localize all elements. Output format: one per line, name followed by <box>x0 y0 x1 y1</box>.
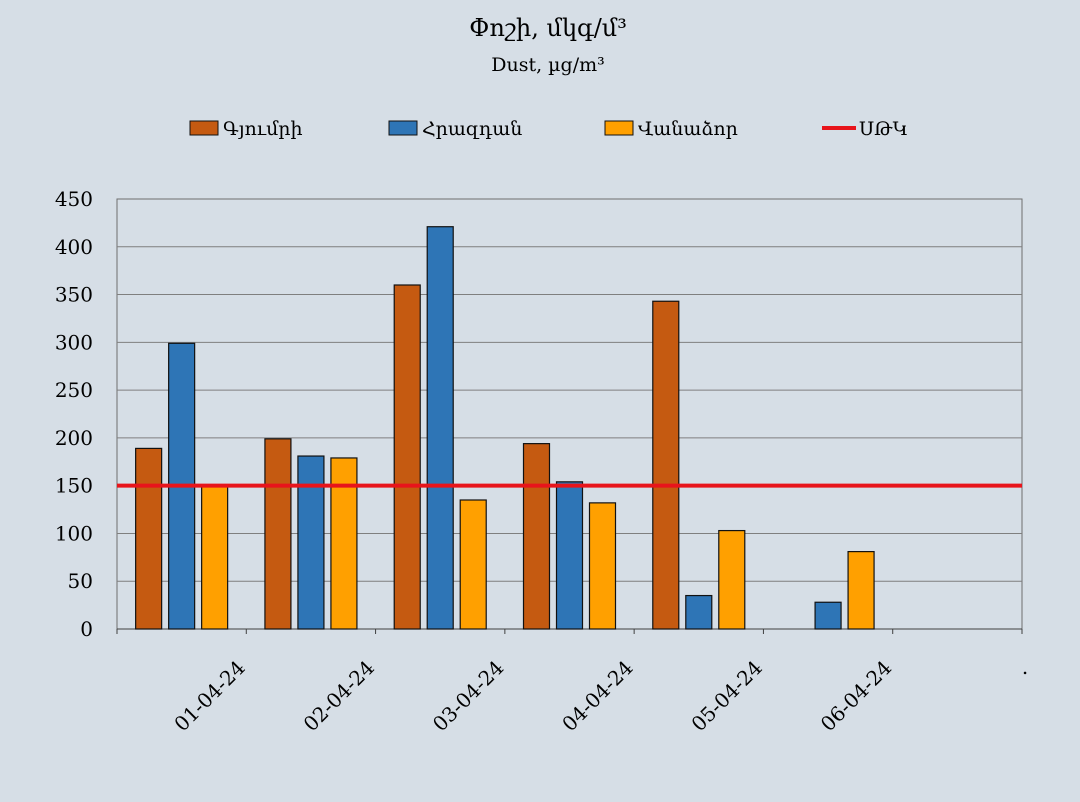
bar <box>393 284 421 630</box>
bar <box>685 594 713 630</box>
x-tick-label: 02-04-24 <box>299 656 380 737</box>
y-tick-label: 450 <box>55 187 93 211</box>
y-tick-label: 350 <box>55 283 93 307</box>
legend-swatch <box>388 120 418 136</box>
bar <box>718 529 746 630</box>
bar <box>297 455 325 630</box>
bar <box>555 481 584 630</box>
y-tick-label: 300 <box>55 330 93 354</box>
bar <box>264 438 292 630</box>
bar <box>847 550 875 630</box>
legend-label: Գյումրի <box>223 118 303 140</box>
bar <box>522 443 551 630</box>
bar <box>135 447 163 630</box>
bar <box>459 499 487 630</box>
chart-title: Փոշի, մկգ/մ³ <box>469 14 627 42</box>
x-tick-label: 04-04-24 <box>557 656 638 737</box>
y-tick-label: 100 <box>55 521 93 545</box>
x-tick-label: 06-04-24 <box>816 656 897 737</box>
y-tick-label: 200 <box>55 426 93 450</box>
legend-swatch <box>604 120 634 136</box>
plot-area: 0 50 100 150 200 250 300 350 400 450 01-04-24 02-04… <box>55 187 1028 736</box>
x-tick-label: . <box>1022 655 1028 679</box>
legend: Գյումրի Հրազդան Վանաձոր ՍԹԿ <box>189 118 908 140</box>
y-tick-label: 250 <box>55 378 93 402</box>
legend-label: ՍԹԿ <box>859 118 908 140</box>
y-tick-label: 50 <box>68 569 93 593</box>
bar <box>330 457 358 630</box>
y-tick-label: 400 <box>55 235 93 259</box>
bar <box>814 601 842 630</box>
bar <box>588 502 617 630</box>
bar <box>426 226 454 630</box>
x-tick-label: 05-04-24 <box>686 656 767 737</box>
legend-label: Հրազդան <box>422 118 522 140</box>
chart-subtitle: Dust, µg/m³ <box>491 54 604 76</box>
x-tick-label: 01-04-24 <box>169 656 250 737</box>
bar <box>652 300 680 630</box>
x-tick-label: 03-04-24 <box>428 656 509 737</box>
legend-swatch <box>189 120 219 136</box>
bar <box>201 485 229 630</box>
legend-label: Վանաձոր <box>638 118 738 140</box>
y-tick-label: 0 <box>80 617 93 641</box>
y-tick-label: 150 <box>55 474 93 498</box>
